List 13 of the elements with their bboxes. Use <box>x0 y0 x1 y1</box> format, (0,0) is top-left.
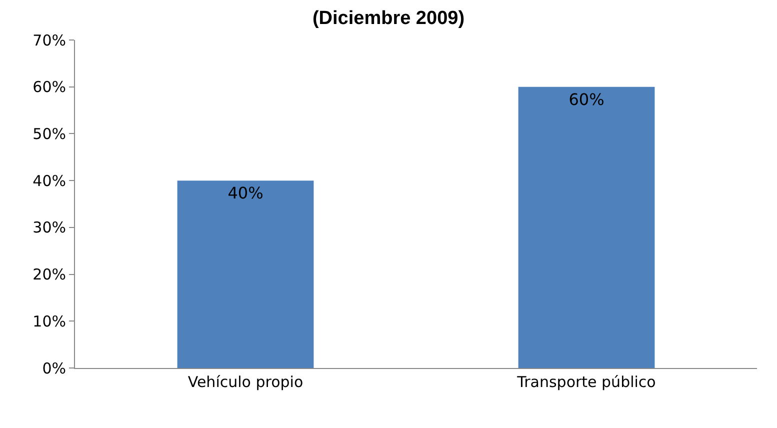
y-tick-label: 50% <box>32 124 66 143</box>
x-tick-label: Transporte público <box>516 373 656 391</box>
chart-title: (Diciembre 2009) <box>312 8 465 29</box>
data-label: 60% <box>568 90 604 109</box>
data-label: 40% <box>228 184 264 203</box>
y-tick-label: 70% <box>32 31 66 50</box>
y-tick-label: 40% <box>32 172 66 190</box>
y-tick-label: 20% <box>32 266 66 284</box>
x-tick-label: Vehículo propio <box>188 373 304 391</box>
y-tick-label: 30% <box>32 218 66 237</box>
y-tick-label: 10% <box>32 312 66 330</box>
y-tick-label: 60% <box>32 78 66 96</box>
y-tick-label: 0% <box>42 359 66 378</box>
